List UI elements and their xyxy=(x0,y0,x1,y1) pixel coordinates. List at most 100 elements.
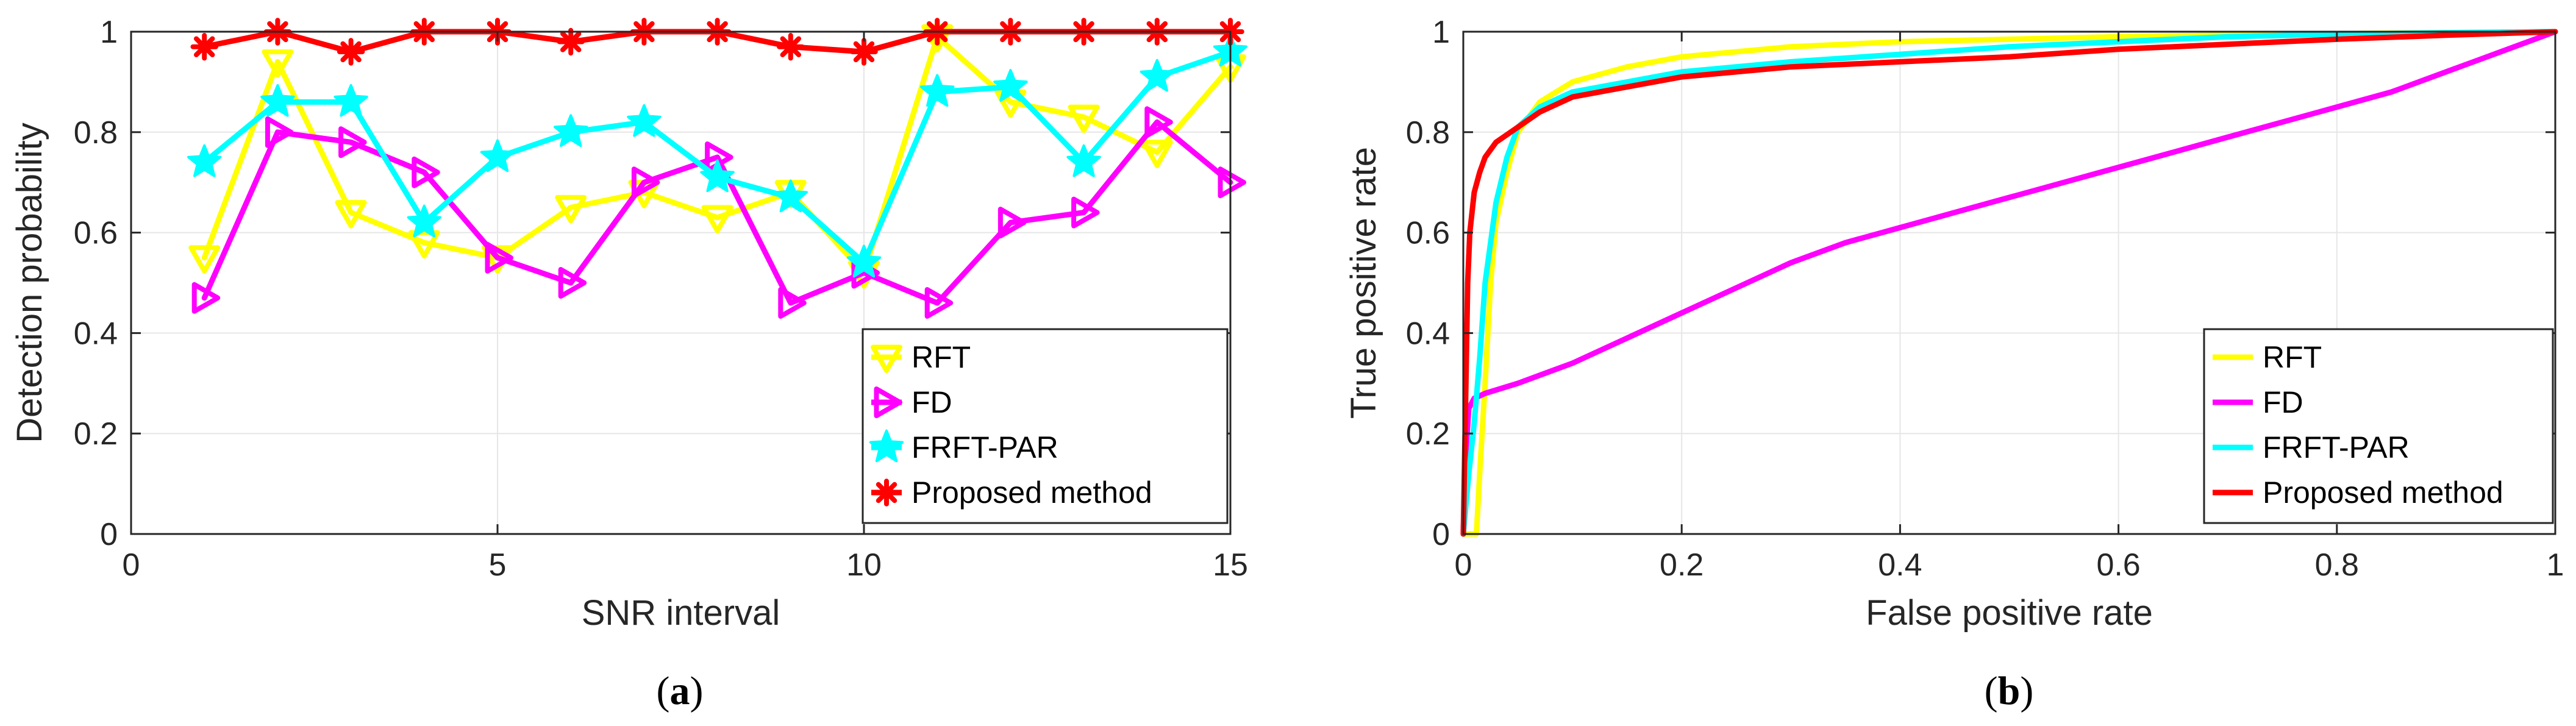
panel-a-legend-marker xyxy=(871,344,902,373)
panel-a-ytick-label: 1 xyxy=(100,15,118,50)
panel-a-data-point xyxy=(485,241,513,274)
panel-a-data-point xyxy=(338,126,367,158)
panel-b-xlabel: False positive rate xyxy=(1866,593,2153,633)
panel-a-data-point xyxy=(557,27,585,56)
panel-a-legend-item: FRFT-PAR xyxy=(869,429,1058,464)
panel-b-xtick-label: 0.6 xyxy=(2096,547,2140,583)
panel-a-data-point xyxy=(846,244,882,278)
panel-a-data-point xyxy=(480,139,515,173)
panel-a-legend-label: FRFT-PAR xyxy=(912,430,1058,464)
panel-b-ylabel: True positive rate xyxy=(1344,147,1383,419)
panel-a-data-point xyxy=(412,156,440,188)
panel-a-data-point xyxy=(334,84,368,117)
panel-a-ytick-label: 0.4 xyxy=(74,316,118,351)
panel-b-xtick-label: 1 xyxy=(2547,547,2564,583)
panel-a-data-point xyxy=(1066,144,1101,177)
panel-a-xtick-label: 5 xyxy=(489,547,507,583)
panel-b-caption: (b) xyxy=(1985,669,2034,713)
panel-a-legend-label: FD xyxy=(912,385,952,419)
panel-b-series-line xyxy=(1460,29,2558,537)
panel-a-legend-item: Proposed method xyxy=(871,475,1152,510)
panel-a-legend-marker xyxy=(869,429,904,463)
panel-a-legend-marker xyxy=(874,386,902,418)
panel-b-legend-label: Proposed method xyxy=(2263,475,2503,510)
panel-a-axes-box xyxy=(130,30,1232,535)
panel-b-ytick-label: 0.2 xyxy=(1406,416,1450,452)
panel-a-data-point xyxy=(778,286,807,319)
panel-a-series-frft-par xyxy=(187,34,1248,278)
panel-a-data-point xyxy=(188,245,221,274)
panel-a-data-point xyxy=(190,33,218,61)
panel-b-ytick-label: 0.6 xyxy=(1406,216,1450,251)
panel-b-series-fd xyxy=(1460,29,2558,537)
panel-a-legend: RFT FD FRFT-PAR Proposed method xyxy=(862,328,1229,524)
panel-a-data-point xyxy=(555,194,587,224)
panel-b-xtick-label: 0.2 xyxy=(1660,547,1704,583)
panel-a-ytick-label: 0.2 xyxy=(74,416,118,452)
panel-a-ytick-label: 0 xyxy=(100,517,118,552)
panel-a-ylabel: Detection probability xyxy=(10,123,49,443)
panel-a-axes: 0 5 10 15 0 0.2 0.4 0.6 0.8 1 xyxy=(74,15,1248,583)
panel-a-xtick-label: 15 xyxy=(1213,547,1248,583)
panel-a-data-point xyxy=(924,286,954,319)
panel-b-xtick-label: 0 xyxy=(1455,547,1472,583)
panel-a-data-point xyxy=(631,166,660,199)
panel-b-series-line xyxy=(1460,29,2558,537)
panel-a-data-point xyxy=(1141,140,1173,168)
panel-b-legend-item: FD xyxy=(2213,385,2303,419)
panel-b-ytick-label: 0 xyxy=(1432,517,1450,552)
panel-a-data-point xyxy=(1068,104,1100,133)
panel-a-legend-label: RFT xyxy=(912,340,971,374)
panel-b-series-proposed-method xyxy=(1460,29,2558,537)
panel-a-xtick-label: 0 xyxy=(123,547,140,583)
panel-a-series-fd xyxy=(191,106,1246,319)
panel-a-data-point xyxy=(1140,59,1174,92)
panel-a-data-point xyxy=(187,144,222,177)
panel-a-data-point xyxy=(1218,166,1246,199)
panel-a-legend-item: FD xyxy=(871,385,952,419)
panel-a-caption: (a) xyxy=(657,669,704,713)
panel-b-xtick-label: 0.8 xyxy=(2315,547,2359,583)
panel-a-legend-item: RFT xyxy=(871,340,971,374)
panel-a-data-point xyxy=(920,74,955,107)
panel-a-data-point xyxy=(1144,106,1173,138)
panel-a-data-point xyxy=(993,69,1028,102)
panel-a-data-point xyxy=(408,230,440,259)
panel-b-xtick-label: 0.4 xyxy=(1878,547,1922,583)
panel-a-series-line xyxy=(201,34,1233,276)
panel-a-data-point xyxy=(701,205,733,233)
panel-a-legend-label: Proposed method xyxy=(912,475,1152,510)
panel-a-legend-box xyxy=(862,328,1229,524)
panel-b-series-frft-par xyxy=(1460,29,2558,537)
panel-a-data-point xyxy=(558,267,587,299)
panel-a-data-point xyxy=(260,84,295,117)
panel-a-data-point xyxy=(997,207,1027,239)
panel-b-legend-label: FD xyxy=(2263,385,2303,419)
panel-b-legend-item: Proposed method xyxy=(2213,475,2503,510)
panel-a-xlabel: SNR interval xyxy=(582,593,780,633)
panel-a-data-point xyxy=(1071,196,1100,229)
panel-b-ytick-label: 0.8 xyxy=(1406,115,1450,151)
panel-b-ytick-label: 0.4 xyxy=(1406,316,1450,351)
panel-a-data-point xyxy=(335,200,367,229)
panel-a-data-point xyxy=(407,204,441,238)
panel-a-chart: 0 5 10 15 0 0.2 0.4 0.6 0.8 1 SNR interval Detectio… xyxy=(10,15,1248,713)
panel-a-xtick-label: 10 xyxy=(846,547,882,583)
panel-a-data-point xyxy=(262,49,294,78)
panel-b-legend-item: FRFT-PAR xyxy=(2213,430,2410,464)
panel-a-data-point xyxy=(554,114,588,147)
panel-a-ytick-label: 0.8 xyxy=(74,115,118,151)
panel-b-series-line xyxy=(1460,29,2558,537)
panel-b-legend-box xyxy=(2203,328,2554,524)
panel-a-legend-marker xyxy=(872,479,901,507)
panel-a-data-point xyxy=(773,179,808,213)
panel-b-axes-box xyxy=(1462,30,2556,535)
panel-b-legend-label: RFT xyxy=(2263,340,2322,374)
panel-a-ytick-label: 0.6 xyxy=(74,216,118,251)
panel-a-data-point xyxy=(627,104,662,137)
panel-b-chart: 0 0.2 0.4 0.6 0.8 1 0 0.2 0.4 0.6 0.8 1 False positi… xyxy=(1344,15,2564,713)
panel-a-data-point xyxy=(265,116,294,148)
panel-a-data-point xyxy=(700,159,735,193)
panel-b-legend: RFT FD FRFT-PAR Proposed method xyxy=(2203,328,2554,524)
